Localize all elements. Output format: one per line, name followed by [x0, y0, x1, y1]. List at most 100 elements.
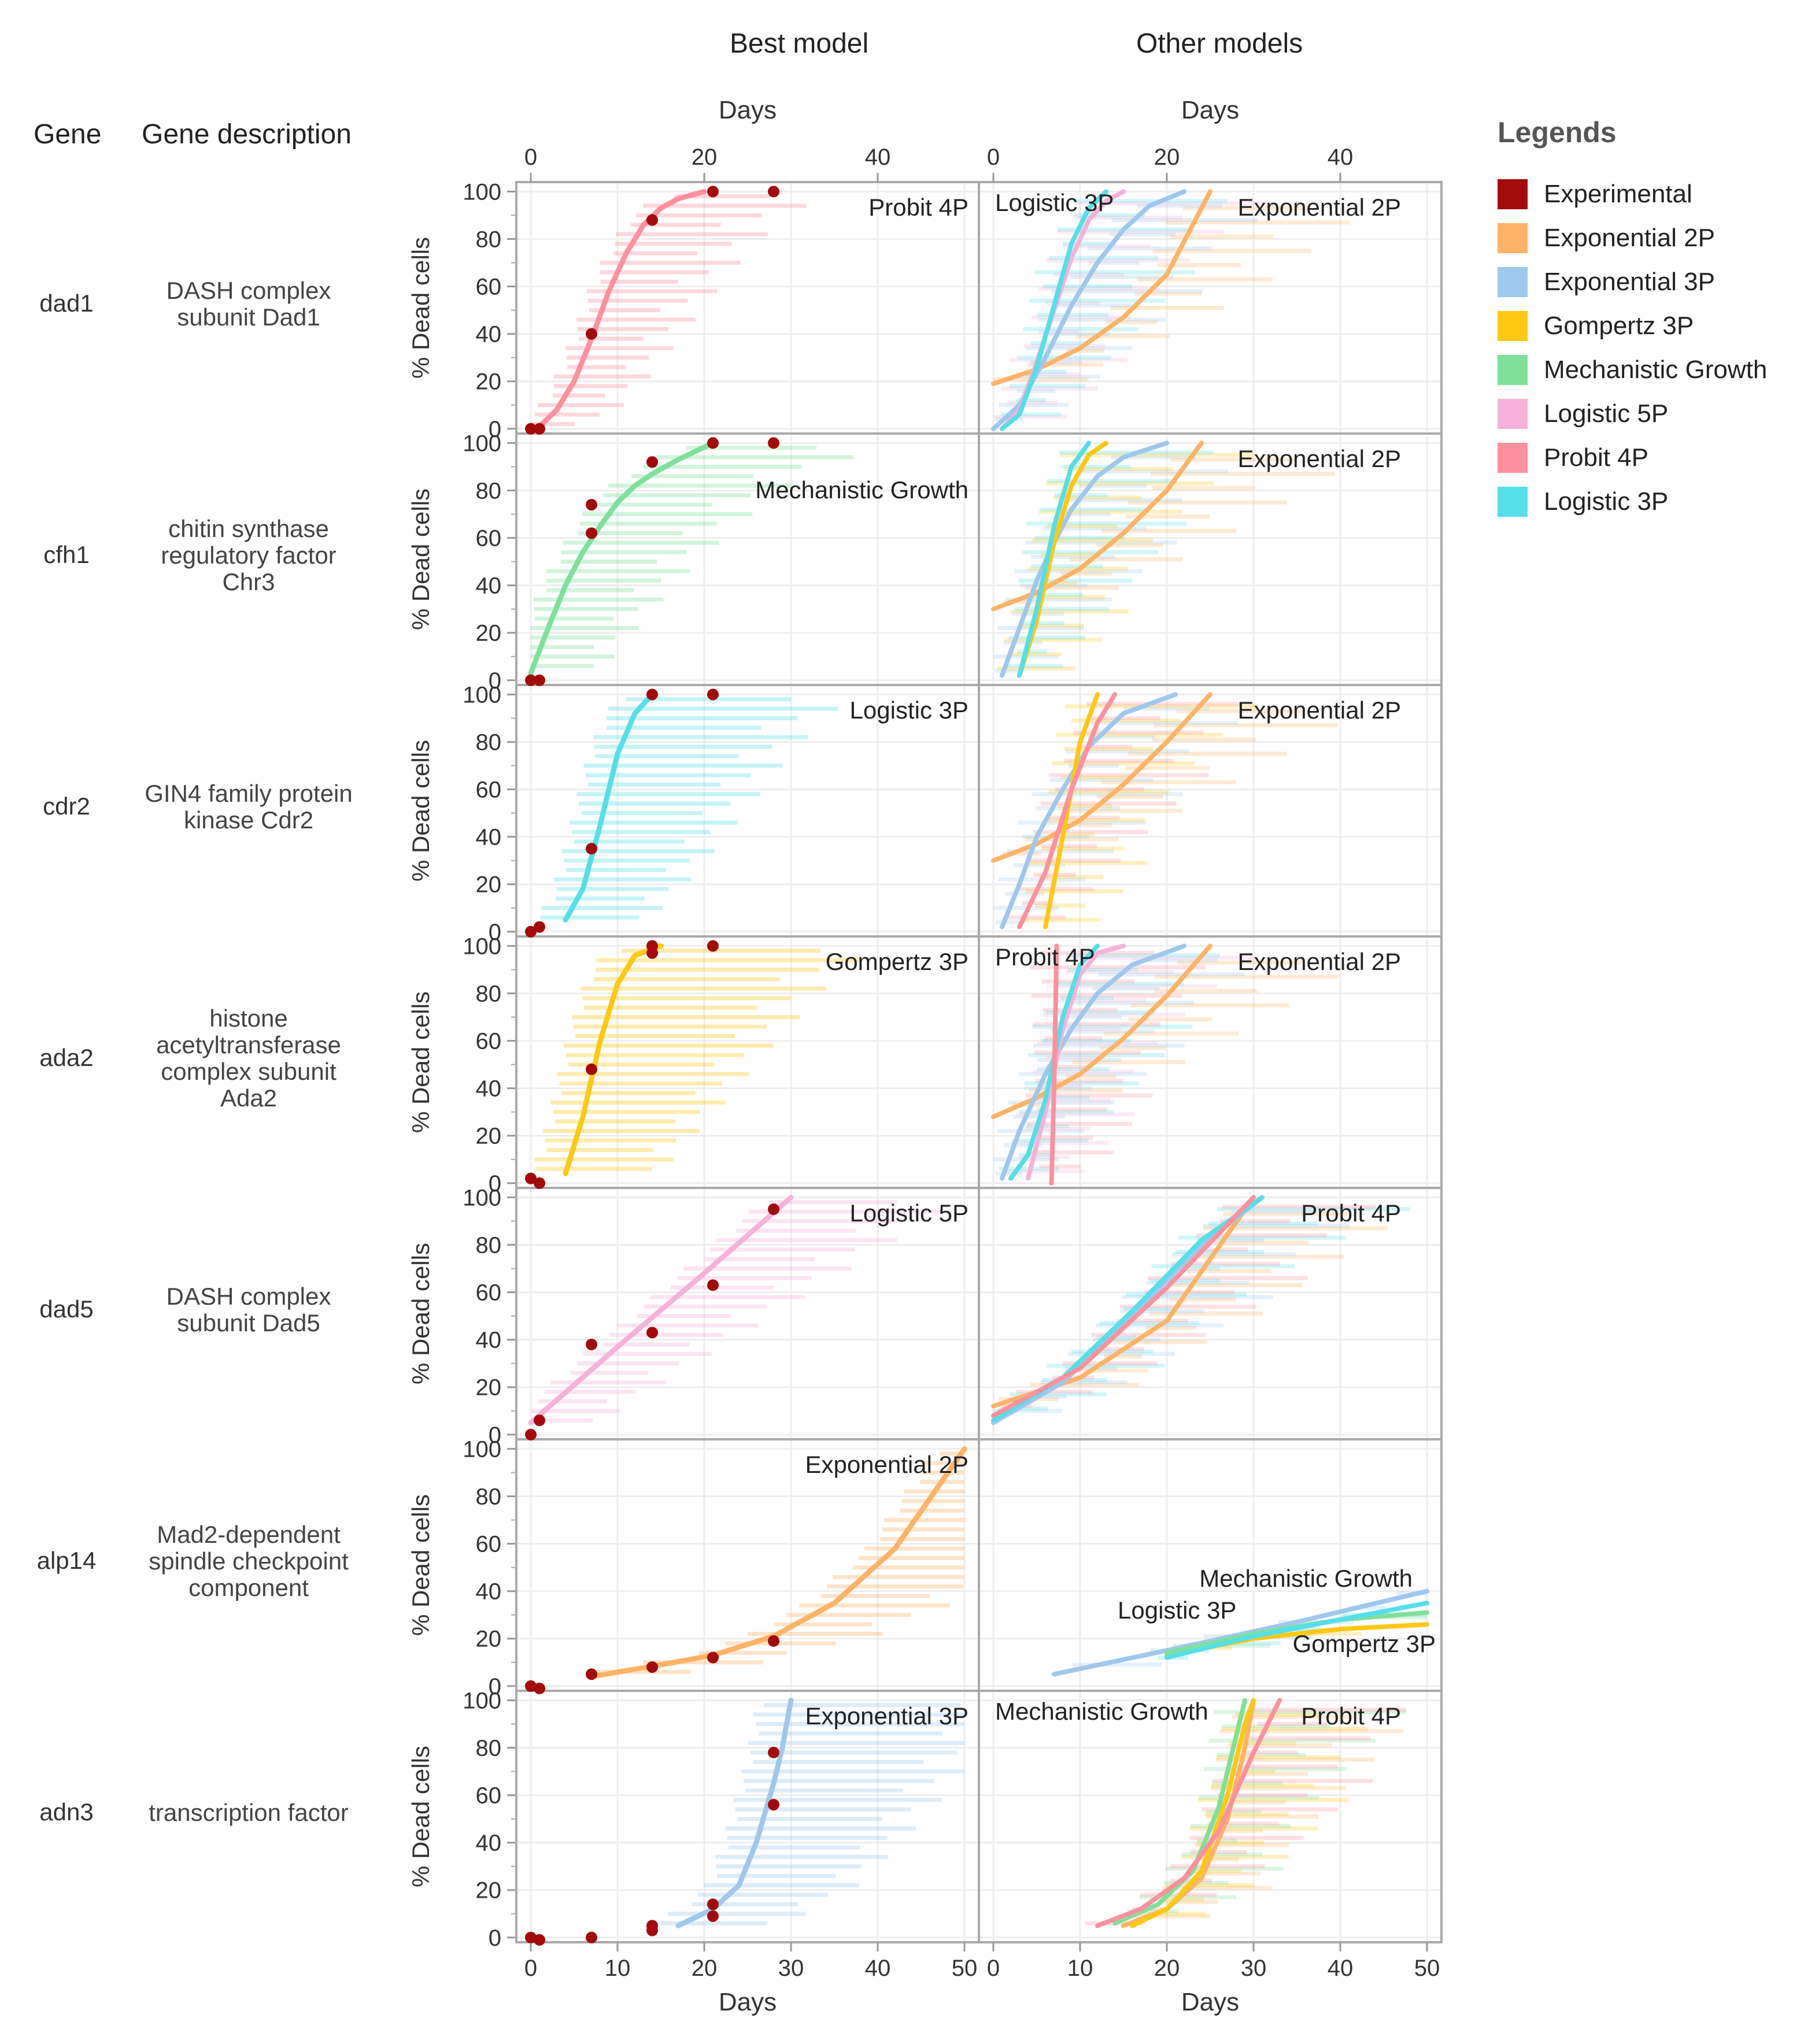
experimental-point — [707, 186, 719, 198]
legend-swatch — [1498, 311, 1528, 341]
y-tick-label: 100 — [463, 1688, 501, 1713]
experimental-point — [534, 423, 545, 435]
x-tick-label: 10 — [1067, 1956, 1093, 1981]
other-model-curve — [1017, 440, 1091, 678]
x-tick-label-top: 0 — [524, 145, 537, 170]
gene-description-line: subunit Dad1 — [177, 303, 320, 331]
experimental-point — [768, 1203, 779, 1215]
other-model-curve — [1000, 943, 1186, 1181]
legend-item: Logistic 5P — [1498, 392, 1767, 436]
experimental-point — [707, 1898, 719, 1910]
other-model-curve — [991, 943, 1212, 1119]
other-model-curve — [991, 189, 1186, 431]
gene-description-line: transcription factor — [149, 1798, 349, 1826]
experimental-point — [707, 437, 719, 449]
y-tick-label: 0 — [489, 1925, 501, 1951]
y-axis-title: % Dead cells — [407, 740, 434, 882]
other-model-curve — [1026, 943, 1126, 1181]
y-tick-label: 100 — [463, 1436, 501, 1462]
y-tick-label: 0 — [489, 920, 501, 945]
legend-swatch — [1498, 443, 1528, 473]
experimental-point — [525, 1680, 537, 1692]
experimental-point — [534, 1177, 545, 1189]
x-axis-title: Days — [1181, 1988, 1239, 2016]
x-tick-label: 40 — [865, 1956, 891, 1981]
experimental-point — [646, 940, 658, 952]
experimental-point — [646, 688, 658, 701]
legend-label: Mechanistic Growth — [1544, 356, 1768, 384]
gene-description-line: GIN4 family protein — [145, 779, 353, 807]
legend-swatch — [1498, 355, 1528, 385]
experimental-point — [707, 1652, 719, 1664]
x-tick-label-top: 40 — [865, 145, 891, 170]
y-axis-title: % Dead cells — [407, 237, 434, 379]
x-axis-title: Days — [719, 1988, 777, 2016]
y-tick-label: 0 — [489, 417, 501, 442]
y-tick-label: 80 — [476, 981, 502, 1006]
legend-item: Probit 4P — [1498, 436, 1767, 480]
y-tick-label: 0 — [489, 668, 501, 694]
other-model-curve — [1017, 692, 1117, 930]
experimental-point — [768, 1798, 779, 1810]
gene-name: dad1 — [39, 289, 94, 317]
best-model-label: Mechanistic Growth — [755, 476, 968, 503]
experimental-point — [525, 1931, 537, 1943]
best-model-label: Logistic 5P — [850, 1199, 968, 1227]
experimental-point — [768, 1635, 779, 1647]
other-model-label: Logistic 3P — [995, 189, 1114, 216]
legend: Legends Experimental Exponential 2P Expone… — [1498, 116, 1767, 524]
legend-swatch — [1498, 223, 1528, 253]
legend-swatch — [1498, 487, 1528, 517]
gene-description: DASH complex subunit Dad5 — [133, 1283, 364, 1336]
other-model-curve — [1049, 943, 1059, 1186]
y-axis-title: % Dead cells — [407, 488, 434, 630]
experimental-point — [586, 843, 597, 855]
best-model-curve — [563, 943, 664, 1176]
x-tick-label-top: 40 — [1328, 145, 1354, 170]
x-tick-label: 10 — [605, 1956, 631, 1981]
x-axis-title-top: Days — [719, 96, 777, 124]
y-tick-label: 0 — [489, 1171, 501, 1197]
gene-description: chitin synthase regulatory factor Chr3 — [133, 515, 364, 595]
experimental-point — [534, 674, 545, 686]
other-model-curve — [1095, 1698, 1282, 1928]
other-model-curve — [991, 189, 1212, 386]
other-model-label: Exponential 2P — [1237, 445, 1401, 472]
experimental-point — [707, 940, 719, 952]
legend-swatch — [1498, 399, 1528, 429]
best-model-curve — [528, 1194, 794, 1425]
y-tick-label: 20 — [476, 1878, 502, 1904]
x-axis-title-top: Days — [1181, 96, 1239, 124]
experimental-point — [525, 1428, 537, 1441]
other-model-label: Mechanistic Growth — [1199, 1565, 1413, 1592]
experimental-point — [586, 1063, 597, 1075]
experimental-point — [586, 328, 597, 340]
legend-title: Legends — [1498, 116, 1617, 149]
x-tick-label: 0 — [987, 1956, 1000, 1981]
y-axis-title: % Dead cells — [407, 1494, 434, 1636]
y-axis-title: % Dead cells — [407, 1243, 434, 1384]
y-tick-label: 80 — [476, 478, 502, 503]
y-tick-label: 40 — [476, 1328, 502, 1353]
x-tick-label: 30 — [1241, 1956, 1267, 1981]
experimental-point — [707, 1279, 719, 1291]
gene-description: transcription factor — [133, 1799, 364, 1826]
experimental-point — [768, 1746, 779, 1758]
y-tick-label: 60 — [476, 1029, 502, 1054]
y-tick-label: 20 — [476, 369, 502, 395]
experimental-point — [768, 186, 779, 198]
y-tick-label: 80 — [476, 730, 502, 755]
other-model-label: Exponential 2P — [1237, 697, 1401, 724]
legend-swatch — [1498, 179, 1528, 209]
experimental-point — [586, 499, 597, 511]
best-model-label: Exponential 3P — [805, 1702, 968, 1730]
y-tick-label: 0 — [489, 1674, 501, 1699]
experimental-point — [586, 1931, 597, 1943]
y-tick-label: 60 — [476, 526, 502, 551]
experimental-point — [707, 1910, 719, 1922]
other-model-curve — [1000, 189, 1126, 431]
gene-description-line: DASH complex — [166, 1282, 331, 1310]
legend-item: Mechanistic Growth — [1498, 348, 1767, 392]
legend-swatch — [1498, 267, 1528, 297]
